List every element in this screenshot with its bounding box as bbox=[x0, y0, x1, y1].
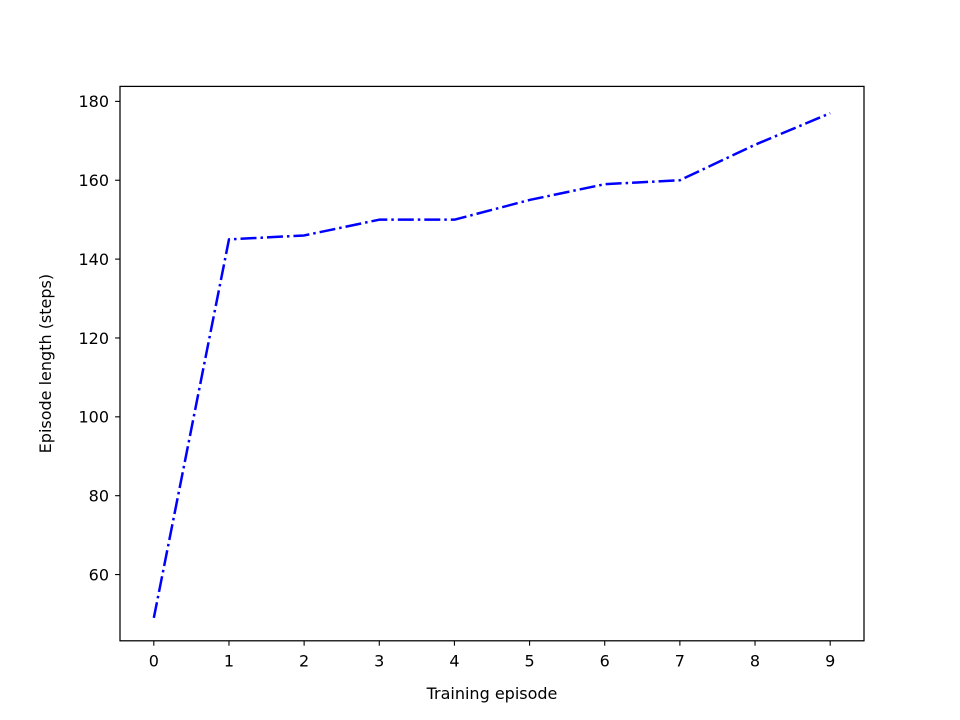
x-tick-label: 8 bbox=[750, 651, 760, 670]
x-tick-label: 1 bbox=[224, 651, 234, 670]
x-tick-label: 3 bbox=[374, 651, 384, 670]
x-tick-label: 6 bbox=[600, 651, 610, 670]
y-tick-label: 180 bbox=[78, 92, 109, 111]
plot-frame bbox=[119, 85, 865, 642]
x-tick-label: 9 bbox=[825, 651, 835, 670]
y-tick-label: 80 bbox=[89, 486, 109, 505]
y-tick-label: 120 bbox=[78, 329, 109, 348]
plot-layer bbox=[152, 112, 831, 619]
y-axis-ticks: 60 80 100 120 140 160 180 bbox=[78, 92, 120, 584]
x-axis-label: Training episode bbox=[426, 684, 558, 703]
x-tick-label: 5 bbox=[524, 651, 534, 670]
series-line bbox=[152, 112, 831, 619]
y-tick-label: 100 bbox=[78, 408, 109, 427]
y-tick-label: 60 bbox=[89, 565, 109, 584]
x-tick-label: 0 bbox=[149, 651, 159, 670]
x-tick-label: 2 bbox=[299, 651, 309, 670]
x-tick-label: 7 bbox=[675, 651, 685, 670]
y-axis-label: Episode length (steps) bbox=[36, 274, 55, 453]
y-tick-label: 140 bbox=[78, 250, 109, 269]
x-tick-label: 4 bbox=[449, 651, 459, 670]
y-tick-label: 160 bbox=[78, 171, 109, 190]
x-axis-ticks: 0 1 2 3 4 5 6 7 8 9 bbox=[149, 640, 835, 670]
